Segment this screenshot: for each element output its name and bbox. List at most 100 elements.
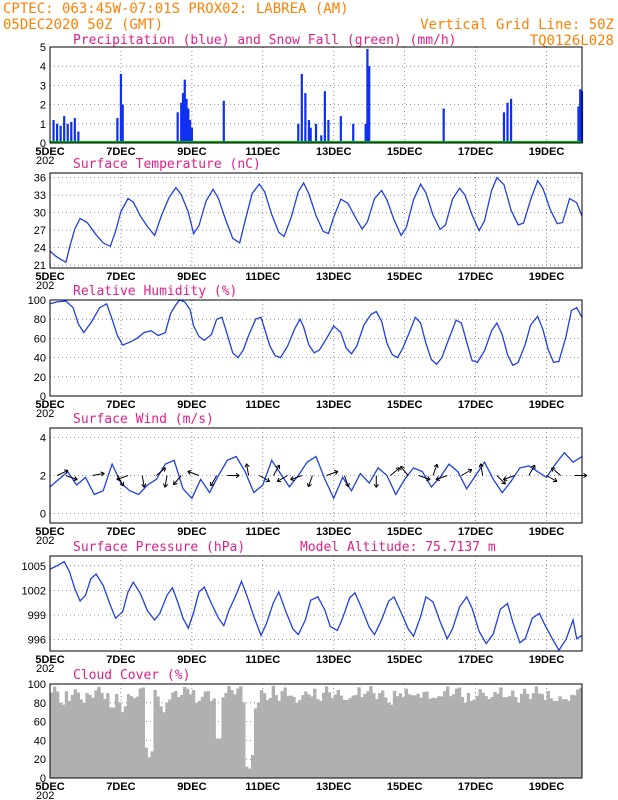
precip-bar: [297, 123, 300, 143]
wind-arrow-head: [276, 477, 280, 482]
x-tick-label: 19DEC: [529, 399, 565, 411]
precip-bar: [187, 108, 190, 143]
wind-arrow-head: [501, 482, 506, 485]
wind-arrow-head: [267, 477, 271, 482]
precip-bar: [73, 118, 76, 143]
y-tick-label: 1005: [22, 561, 46, 573]
cloud-cover-bar: [493, 692, 497, 778]
y-tick-label: 24: [34, 243, 46, 255]
wind-arrow: [326, 470, 339, 476]
precip-bar: [183, 79, 186, 143]
cloud-cover-bar: [183, 686, 187, 778]
cloud-cover-bar: [73, 689, 77, 778]
cloud-cover-bar: [50, 692, 54, 778]
wind-arrow: [273, 464, 280, 476]
cloud-cover-bar: [203, 691, 208, 778]
cloud-cover-bar: [440, 696, 444, 778]
cloud-cover-bar: [218, 738, 222, 778]
precip-bar: [119, 73, 123, 143]
precip-bar: [181, 93, 185, 143]
y-tick-label: 2: [40, 471, 46, 483]
wind-arrow: [141, 475, 145, 488]
cloud-cover-bar: [307, 694, 311, 778]
wind-arrow: [496, 475, 506, 485]
cloud-cover-bar: [431, 697, 435, 778]
cloud-cover-bar: [129, 696, 134, 778]
precip-bar: [320, 135, 323, 143]
cloud-cover-bar: [383, 697, 388, 778]
cloud-cover-bar: [354, 695, 358, 778]
cloud-cover-bar: [64, 691, 69, 778]
wind-arrow-head: [290, 476, 294, 480]
cloud-cover-bar: [274, 695, 278, 778]
panel-frame: [49, 683, 583, 779]
wind-arrow: [390, 467, 400, 476]
cloud-cover-bar: [348, 698, 352, 778]
cloud-cover-bar: [144, 747, 148, 778]
precip-bar: [339, 116, 342, 143]
wind-arrow-head: [235, 475, 240, 479]
y-tick-label: 4: [40, 61, 46, 73]
cloud-cover-bar: [52, 686, 57, 778]
cloud-cover-bar: [301, 695, 305, 778]
cloud-cover-bar: [428, 698, 432, 778]
cloud-cover-bar: [531, 693, 536, 778]
cloud-cover-bar: [540, 694, 544, 778]
cloud-cover-bar: [454, 688, 459, 778]
wind-arrow-head: [347, 482, 350, 487]
cloud-cover-bar: [487, 699, 491, 778]
wind-arrow-head: [469, 469, 473, 474]
cloud-cover-bar: [242, 702, 246, 778]
cloud-cover-bar: [543, 699, 547, 778]
x-tick-label: 7DEC: [106, 146, 135, 158]
y-tick-label: 1002: [22, 585, 46, 597]
cloud-cover-bar: [505, 697, 509, 778]
wind-arrow-head: [335, 471, 339, 475]
cloud-cover-bar: [339, 695, 343, 778]
x-tick-label: 15DEC: [387, 146, 423, 158]
wind-arrow-head: [308, 483, 312, 488]
x-tick-label: 15DEC: [387, 526, 423, 538]
cloud-cover-bar: [484, 696, 488, 778]
cloud-cover-bar: [345, 699, 349, 778]
wind-arrow: [307, 475, 313, 487]
header-line1: CPTEC: 063:45W-07:01S PROX02: LABREA (AM…: [3, 1, 349, 17]
wind-arrow-head: [583, 475, 588, 479]
cloud-cover-bar: [496, 693, 500, 778]
wind-arrow: [343, 475, 349, 487]
cloud-cover-bar: [404, 688, 409, 778]
cloud-cover-bar: [525, 693, 530, 778]
cloud-cover-bar: [212, 698, 216, 778]
cloud-cover-bar: [490, 697, 494, 778]
cloud-cover-bar: [434, 698, 438, 778]
cloud-cover-bar: [342, 699, 346, 778]
precip-bar: [314, 123, 318, 143]
wind-arrow: [418, 475, 431, 481]
y-tick-label: 0: [40, 509, 46, 521]
x-tick-label: 5DEC: [35, 654, 64, 666]
cloud-cover-bar: [398, 693, 403, 778]
cloud-cover-bar: [271, 685, 276, 778]
x-tick-label: 13DEC: [316, 781, 352, 793]
cloud-cover-bar: [410, 695, 414, 778]
wind-arrow-head: [163, 467, 167, 472]
cloud-cover-bar: [106, 693, 110, 778]
wind-arrow-head: [187, 471, 191, 475]
cloud-cover-bar: [230, 690, 234, 778]
humidity-panel-title: Relative Humidity (%): [73, 284, 237, 299]
y-tick-label: 1: [40, 119, 46, 131]
precip-bar: [66, 123, 69, 143]
cloud-cover-bar: [265, 699, 270, 778]
wind-arrow: [92, 472, 105, 476]
precip-bar: [442, 108, 445, 143]
cloud-cover-bar: [100, 692, 104, 778]
wind-arrow: [173, 475, 182, 486]
cloud-cover-bar: [363, 693, 367, 778]
cloud-cover-bar: [109, 707, 113, 778]
cloud-cover-bar: [460, 696, 465, 778]
series-line: [49, 451, 583, 500]
header-line2-left: 05DEC2020 50Z (GMT): [3, 17, 163, 33]
cloud-cover-bar: [159, 706, 163, 778]
precip-bar: [304, 93, 307, 143]
wind-arrow-head: [161, 467, 166, 469]
